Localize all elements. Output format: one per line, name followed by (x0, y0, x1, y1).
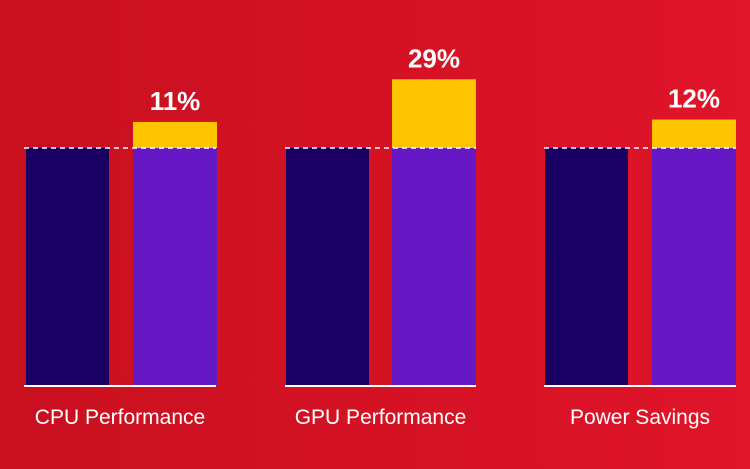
category-label: CPU Performance (35, 406, 205, 429)
gain-segment (652, 119, 736, 148)
data-labels: 11% 29% 12% (150, 43, 720, 116)
baseline-bar (26, 148, 109, 385)
baseline-bar (286, 148, 369, 385)
data-label: 29% (408, 43, 460, 73)
category-labels: CPU Performance GPU Performance Power Savi… (35, 406, 710, 429)
gain-segment (133, 121, 217, 148)
category-label: GPU Performance (295, 406, 467, 429)
gain-segment (392, 79, 476, 148)
category-label: Power Savings (570, 406, 710, 429)
data-label: 11% (150, 86, 201, 116)
improved-bar (133, 148, 217, 385)
data-label: 12% (668, 84, 720, 114)
baseline-bar (545, 148, 628, 385)
bar-groups (26, 79, 736, 385)
baseline-markers (24, 147, 736, 387)
improved-bar (652, 148, 736, 385)
improved-bar (392, 148, 476, 385)
